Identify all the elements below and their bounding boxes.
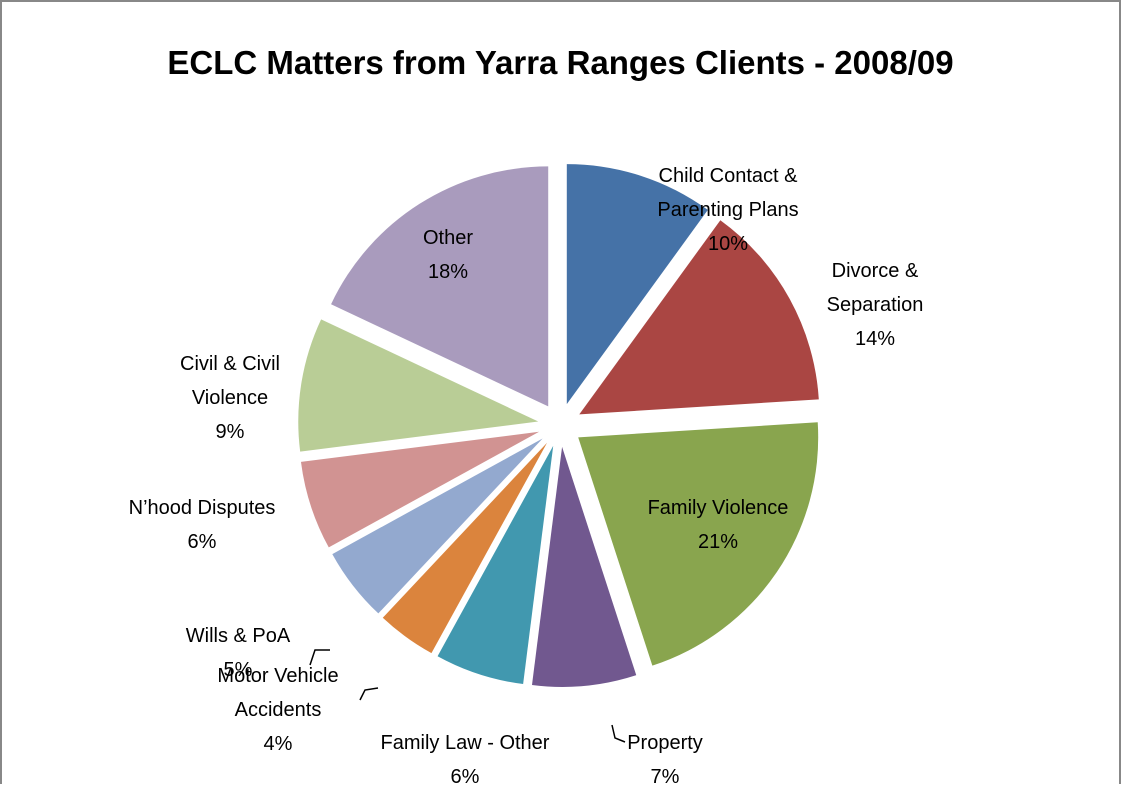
- slice-percent: 5%: [223, 659, 253, 681]
- slice-label: N’hood Disputes 6%: [102, 491, 302, 559]
- pie-slice: [566, 164, 708, 405]
- slice-name: Family Violence: [647, 497, 789, 519]
- pie-slice: [300, 431, 540, 548]
- slice-name: Other: [422, 227, 474, 249]
- slice-label: Property 7%: [595, 726, 735, 794]
- leader-line: [359, 687, 379, 701]
- slice-label: Other 18%: [378, 221, 518, 289]
- leader-line: [611, 724, 626, 743]
- slice-name: N’hood Disputes: [128, 497, 276, 519]
- slice-percent: 6%: [450, 766, 480, 788]
- pie-slice: [331, 166, 549, 407]
- pie-slice: [382, 442, 548, 654]
- pie-slice: [332, 438, 543, 614]
- slice-percent: 18%: [427, 261, 469, 283]
- chart-title: ECLC Matters from Yarra Ranges Clients -…: [167, 44, 954, 81]
- slice-label: Family Violence 21%: [618, 491, 818, 559]
- slice-label: Child Contact & Parenting Plans 10%: [628, 159, 828, 261]
- leader-line: [309, 649, 330, 666]
- slice-percent: 4%: [263, 733, 293, 755]
- slice-percent: 9%: [215, 421, 245, 443]
- slice-label: Family Law - Other 6%: [355, 726, 575, 794]
- slice-name: Property: [627, 732, 703, 754]
- pie-slice: [531, 446, 637, 687]
- slice-percent: 6%: [187, 531, 217, 553]
- slice-name: Wills & PoA: [185, 625, 291, 647]
- slice-label: Divorce & Separation 14%: [805, 254, 945, 356]
- slice-percent: 14%: [854, 328, 896, 350]
- pie-slice: [579, 220, 819, 415]
- slice-name: Motor Vehicle Accidents: [217, 665, 339, 721]
- slice-percent: 10%: [707, 233, 749, 255]
- slice-label: Wills & PoA 5%: [158, 619, 318, 687]
- pie-slice: [437, 445, 554, 685]
- slice-label: Motor Vehicle Accidents 4%: [178, 659, 378, 761]
- slice-name: Child Contact & Parenting Plans: [657, 165, 799, 221]
- slice-name: Family Law - Other: [380, 732, 550, 754]
- pie-slice: [298, 319, 539, 452]
- slice-name: Civil & Civil Violence: [180, 353, 280, 409]
- slice-name: Divorce & Separation: [826, 260, 924, 316]
- pie-slice: [578, 422, 819, 666]
- slice-percent: 7%: [650, 766, 680, 788]
- slice-percent: 21%: [697, 531, 739, 553]
- slice-label: Civil & Civil Violence 9%: [150, 347, 310, 449]
